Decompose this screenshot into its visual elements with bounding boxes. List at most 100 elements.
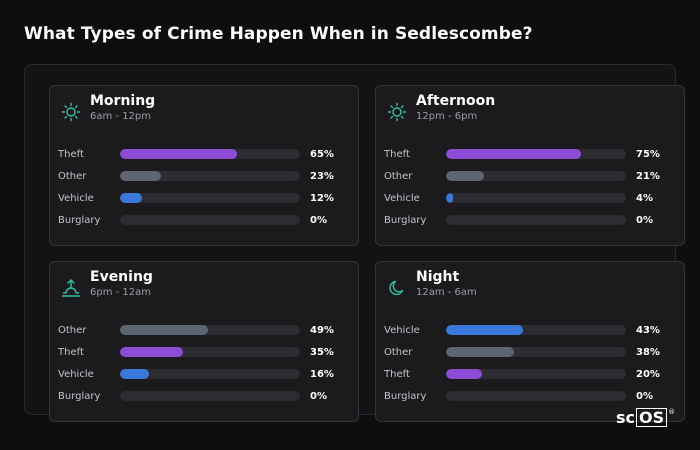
- bar-fill: [120, 369, 149, 379]
- bar-value: 0%: [310, 215, 327, 226]
- card-title: Night: [416, 269, 460, 285]
- bar-track: [120, 193, 300, 203]
- bar-row: Theft 20%: [384, 367, 678, 389]
- card-afternoon: Afternoon 12pm - 6pm Theft 75% Other 21%…: [375, 85, 685, 246]
- bar-value: 0%: [636, 215, 653, 226]
- card-subtitle: 12pm - 6pm: [416, 111, 478, 122]
- bar-fill: [446, 171, 484, 181]
- card-evening: Evening 6pm - 12am Other 49% Theft 35% V…: [49, 261, 359, 422]
- bar-fill: [446, 347, 515, 357]
- bar-track: [446, 369, 626, 379]
- bar-track: [120, 347, 300, 357]
- bar-track: [120, 215, 300, 225]
- bar-list: Theft 65% Other 23% Vehicle 12% Burglary…: [58, 147, 352, 235]
- bar-row: Burglary 0%: [384, 389, 678, 411]
- card-title: Morning: [90, 93, 156, 109]
- bar-label: Burglary: [58, 215, 101, 226]
- bar-label: Other: [58, 171, 87, 182]
- bar-fill: [120, 171, 162, 181]
- bar-label: Theft: [58, 149, 84, 160]
- bar-label: Vehicle: [58, 193, 94, 204]
- bar-row: Other 21%: [384, 169, 678, 191]
- bar-value: 12%: [310, 193, 334, 204]
- bar-row: Vehicle 43%: [384, 323, 678, 345]
- bar-row: Burglary 0%: [58, 213, 352, 235]
- bar-track: [120, 325, 300, 335]
- bar-label: Vehicle: [58, 369, 94, 380]
- sun-icon: [61, 102, 81, 122]
- bar-track: [446, 149, 626, 159]
- bar-fill: [446, 369, 482, 379]
- bar-row: Vehicle 4%: [384, 191, 678, 213]
- bar-value: 21%: [636, 171, 660, 182]
- bar-label: Burglary: [384, 215, 427, 226]
- logo-boxed: OS: [636, 408, 668, 427]
- bar-row: Burglary 0%: [384, 213, 678, 235]
- bar-value: 4%: [636, 193, 653, 204]
- bar-value: 35%: [310, 347, 334, 358]
- bar-list: Theft 75% Other 21% Vehicle 4% Burglary …: [384, 147, 678, 235]
- bar-label: Theft: [384, 149, 410, 160]
- bar-track: [446, 325, 626, 335]
- bar-row: Theft 35%: [58, 345, 352, 367]
- card-subtitle: 6pm - 12am: [90, 287, 152, 298]
- bar-track: [446, 171, 626, 181]
- bar-list: Other 49% Theft 35% Vehicle 16% Burglary…: [58, 323, 352, 411]
- card-title: Evening: [90, 269, 153, 285]
- bar-value: 49%: [310, 325, 334, 336]
- bar-value: 16%: [310, 369, 334, 380]
- bar-track: [120, 369, 300, 379]
- bar-value: 65%: [310, 149, 334, 160]
- sun-icon: [387, 102, 407, 122]
- card-title: Afternoon: [416, 93, 496, 109]
- bar-fill: [446, 149, 581, 159]
- bar-fill: [120, 325, 209, 335]
- bar-track: [446, 347, 626, 357]
- bar-fill: [446, 193, 454, 203]
- card-subtitle: 6am - 12pm: [90, 111, 152, 122]
- bar-row: Vehicle 12%: [58, 191, 352, 213]
- bar-track: [120, 171, 300, 181]
- bar-value: 20%: [636, 369, 660, 380]
- page-title: What Types of Crime Happen When in Sedle…: [24, 24, 533, 44]
- bar-label: Other: [58, 325, 87, 336]
- bar-row: Other 49%: [58, 323, 352, 345]
- scos-logo: sc OS ®: [616, 408, 675, 427]
- logo-prefix: sc: [616, 408, 636, 427]
- bar-label: Burglary: [384, 391, 427, 402]
- bar-label: Burglary: [58, 391, 101, 402]
- bar-row: Theft 75%: [384, 147, 678, 169]
- bar-row: Theft 65%: [58, 147, 352, 169]
- bar-value: 75%: [636, 149, 660, 160]
- card-morning: Morning 6am - 12pm Theft 65% Other 23% V…: [49, 85, 359, 246]
- bar-value: 0%: [310, 391, 327, 402]
- bar-label: Other: [384, 347, 413, 358]
- bar-row: Burglary 0%: [58, 389, 352, 411]
- bar-fill: [120, 193, 142, 203]
- moon-icon: [389, 280, 404, 296]
- bar-row: Other 23%: [58, 169, 352, 191]
- bar-label: Theft: [384, 369, 410, 380]
- bar-value: 38%: [636, 347, 660, 358]
- bar-track: [120, 391, 300, 401]
- logo-mark: ®: [668, 408, 676, 416]
- bar-value: 0%: [636, 391, 653, 402]
- bar-label: Other: [384, 171, 413, 182]
- card-night: Night 12am - 6am Vehicle 43% Other 38% T…: [375, 261, 685, 422]
- card-subtitle: 12am - 6am: [416, 287, 477, 298]
- bar-label: Theft: [58, 347, 84, 358]
- bar-fill: [120, 149, 237, 159]
- bar-track: [446, 215, 626, 225]
- bar-track: [120, 149, 300, 159]
- bar-label: Vehicle: [384, 193, 420, 204]
- bar-row: Other 38%: [384, 345, 678, 367]
- sunset-icon: [61, 279, 81, 297]
- bar-list: Vehicle 43% Other 38% Theft 20% Burglary…: [384, 323, 678, 411]
- bar-fill: [446, 325, 524, 335]
- bar-row: Vehicle 16%: [58, 367, 352, 389]
- bar-label: Vehicle: [384, 325, 420, 336]
- bar-track: [446, 193, 626, 203]
- bar-track: [446, 391, 626, 401]
- bar-fill: [120, 347, 183, 357]
- bar-value: 23%: [310, 171, 334, 182]
